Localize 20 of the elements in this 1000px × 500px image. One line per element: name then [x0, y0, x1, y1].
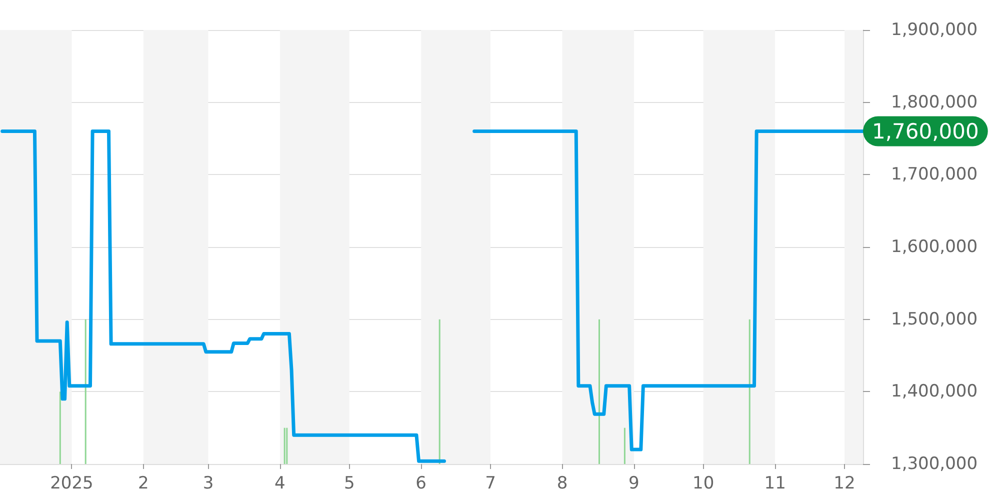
- y-tick-label: 1,300,000: [891, 454, 978, 474]
- y-tick-label: 1,500,000: [891, 309, 978, 330]
- x-tick-label: 6: [416, 474, 427, 494]
- data-label: 1,760,000: [872, 119, 979, 144]
- x-tick-label: 2025: [50, 474, 94, 494]
- x-tick-label: 5: [344, 474, 355, 494]
- x-tick-label: 2: [138, 474, 149, 494]
- x-tick-label: 3: [202, 474, 214, 494]
- x-tick-label: 8: [556, 474, 568, 494]
- x-tick-label: 9: [628, 474, 640, 494]
- x-tick-label: 7: [485, 474, 496, 494]
- y-tick-label: 1,800,000: [891, 92, 978, 112]
- y-tick-label: 1,600,000: [891, 237, 978, 257]
- x-tick-label: 11: [764, 474, 786, 494]
- x-tick-label: 4: [274, 474, 286, 494]
- y-tick-label: 1,900,000: [891, 20, 978, 40]
- y-tick-label: 1,400,000: [891, 382, 978, 402]
- y-tick-label: 1,700,000: [891, 164, 978, 185]
- x-tick-label: 12: [834, 474, 856, 494]
- x-tick-label: 10: [692, 474, 714, 494]
